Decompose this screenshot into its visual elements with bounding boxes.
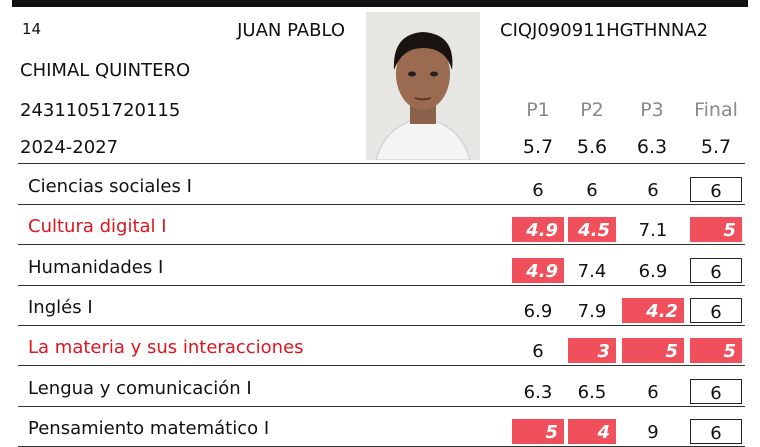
final-grade: 6 (690, 418, 742, 444)
top-rule (12, 0, 748, 7)
column-header: P2 (580, 99, 604, 121)
average: 5.7 (700, 136, 732, 158)
final-grade: 6 (690, 297, 742, 323)
grade: 4 (568, 418, 616, 444)
grade: 6.3 (523, 381, 553, 403)
grade: 6 (647, 180, 659, 201)
grade: 5 (622, 338, 684, 364)
grade: 7.1 (638, 220, 668, 242)
grade: 6.9 (638, 260, 668, 282)
grade: 3 (568, 338, 616, 364)
last-names: CHIMAL QUINTERO (20, 60, 191, 81)
final-grade: 5 (690, 217, 742, 243)
grade: 4.9 (512, 217, 564, 243)
subject: Lengua y comunicación I (28, 377, 252, 399)
subject-row: Inglés I 6.9 7.9 4.2 6 (18, 285, 745, 326)
grade: 7.4 (577, 260, 607, 282)
average: 5.7 (522, 136, 554, 158)
subject-row: Humanidades I 4.9 7.4 6.9 6 (18, 245, 745, 286)
subject: Pensamiento matemático I (28, 417, 270, 439)
subject: Inglés I (28, 296, 93, 318)
grade: 6 (532, 341, 544, 363)
student-number: 14 (22, 20, 42, 38)
subject-row: Ciencias sociales I 6 6 6 6 (18, 164, 745, 205)
first-names: JUAN PABLO (237, 20, 345, 41)
grade: 7.9 (577, 300, 607, 322)
subject: Humanidades I (28, 256, 164, 278)
final-grade: 6 (690, 378, 742, 404)
photo (366, 12, 480, 160)
final-grade: 6 (690, 257, 742, 283)
grade: 9 (647, 421, 659, 443)
grade: 4.5 (568, 217, 616, 243)
grade: 6.9 (523, 300, 553, 322)
column-header: P3 (640, 99, 664, 121)
column-header: Final (694, 99, 738, 121)
student-id: 24311051720115 (20, 100, 181, 121)
subject: La materia y sus interacciones (28, 337, 304, 359)
final-grade: 5 (690, 338, 742, 364)
grade: 6 (586, 180, 598, 201)
subject: Ciencias sociales I (28, 176, 192, 197)
subject-row: La materia y sus interacciones 6 3 5 5 (18, 325, 745, 367)
grade: 4.2 (622, 297, 684, 323)
page: 14 JUAN PABLO CHIMAL QUINTERO 2431105172… (12, 0, 748, 447)
average: 6.3 (636, 136, 668, 158)
grade: 6 (532, 180, 544, 201)
header-rule (18, 163, 745, 164)
grade: 5 (512, 418, 564, 444)
grade: 6.5 (577, 381, 607, 403)
final-grade: 6 (690, 177, 742, 202)
grade: 4.9 (512, 257, 564, 283)
average: 5.6 (576, 136, 608, 158)
subject: Cultura digital I (28, 216, 167, 238)
grade: 6 (647, 381, 659, 403)
subject-row: Cultura digital I 4.9 4.5 7.1 5 (18, 204, 745, 246)
period: 2024-2027 (20, 137, 119, 158)
subject-row: Lengua y comunicación I 6.3 6.5 6 6 (18, 366, 745, 407)
curp: CIQJ090911HGTHNNA2 (500, 20, 709, 41)
column-header: P1 (526, 99, 550, 121)
